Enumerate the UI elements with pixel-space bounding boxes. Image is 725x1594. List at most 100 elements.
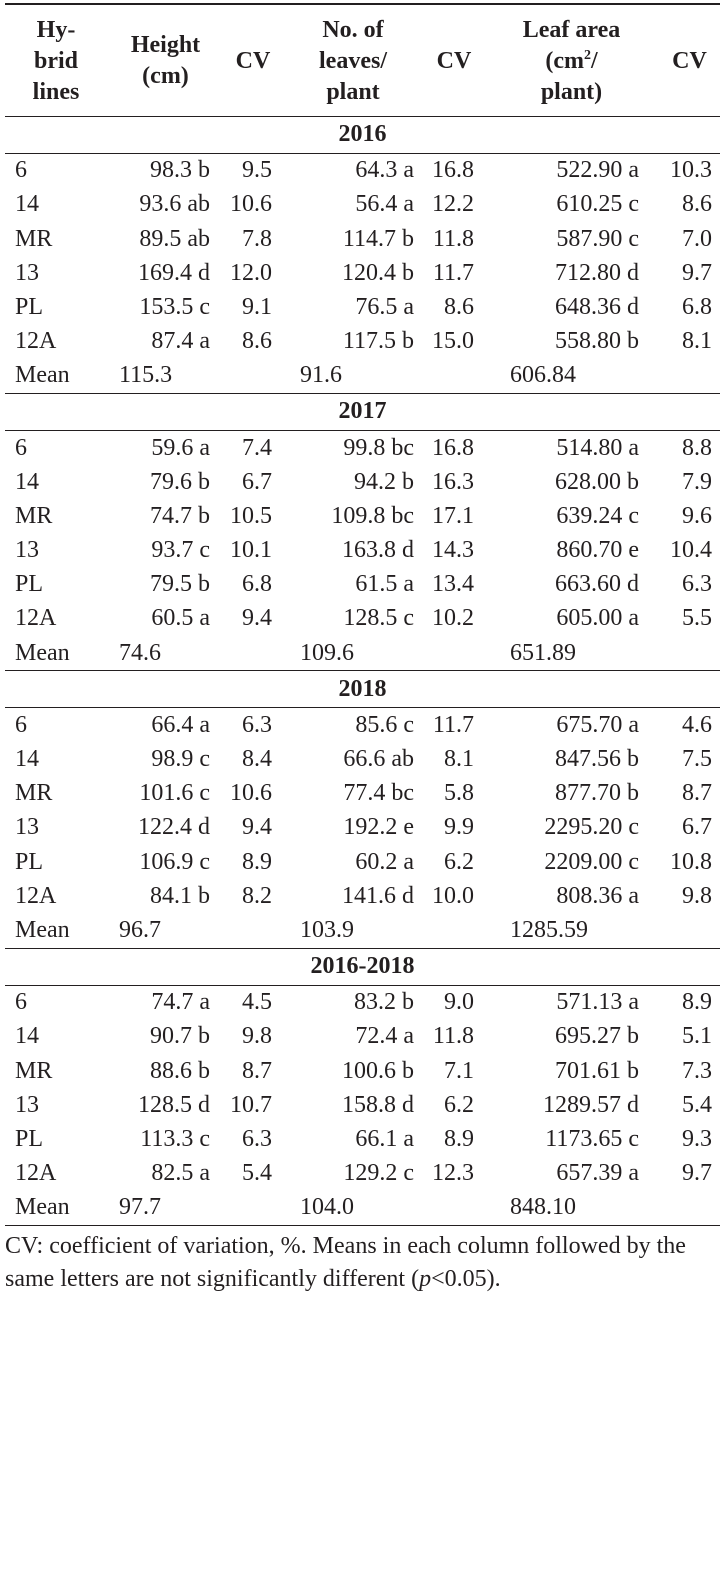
header-leaves: No. of leaves/ plant [282, 4, 424, 117]
cell-height: 98.3 b [150, 157, 210, 184]
cell-cv-height: 6.3 [242, 711, 272, 738]
cell-cv-height: 10.7 [230, 1091, 272, 1118]
cell-cv-leaves: 5.8 [444, 780, 474, 807]
cell-leaves: 85.6 c [355, 711, 414, 738]
mean-row: Mean 97.7 104.0 848.10 [5, 1190, 720, 1226]
cell-cv-area: 4.6 [682, 711, 712, 738]
cell-cv-area: 8.9 [682, 989, 712, 1016]
cell-cv-height: 12.0 [230, 259, 272, 286]
mean-label: Mean [5, 358, 107, 394]
cell-leaf-area: 675.70 a [556, 711, 639, 738]
cell-cv-height: 9.1 [242, 293, 272, 320]
cell-cv-leaves: 11.8 [432, 225, 474, 252]
cell-leaf-area: 522.90 a [556, 157, 639, 184]
header-cv-area: CV [659, 4, 720, 117]
cell-cv-leaves: 14.3 [432, 537, 474, 564]
cell-cv-area: 7.3 [682, 1057, 712, 1084]
cell-leaves: 61.5 a [355, 571, 414, 598]
cell-height: 82.5 a [151, 1160, 210, 1187]
cell-leaves: 83.2 b [354, 989, 414, 1016]
top-rule [5, 3, 720, 5]
cell-cv-leaves: 10.2 [432, 605, 474, 632]
cell-cv-height: 8.4 [242, 746, 272, 772]
cell-cv-leaves: 8.9 [444, 1125, 474, 1152]
cell-hybrid-line: 12A [15, 1160, 57, 1187]
cell-hybrid-line: 13 [15, 814, 39, 841]
cell-leaves: 117.5 b [342, 328, 414, 355]
table-row: 12A 84.1 b 8.2 141.6 d 10.0 808.36 a 9.8 [5, 879, 720, 913]
cell-height: 60.5 a [151, 605, 210, 632]
cell-cv-height: 4.5 [242, 989, 272, 1016]
cell-leaves: 64.3 a [355, 157, 414, 184]
cell-leaves: 94.2 b [354, 468, 414, 495]
cell-cv-area: 6.7 [682, 814, 712, 841]
cell-cv-height: 9.5 [242, 157, 272, 184]
cell-leaves: 158.8 d [342, 1091, 414, 1118]
data-table: Hy- brid lines Height (cm) CV No. of lea… [5, 4, 720, 1226]
cell-leaf-area: 657.39 a [556, 1160, 639, 1187]
cell-height: 59.6 a [151, 434, 210, 461]
cell-height: 169.4 d [138, 259, 210, 286]
table-row: MR 88.6 b 8.7 100.6 b 7.1 701.61 b 7.3 [5, 1054, 720, 1088]
cell-cv-height: 5.4 [242, 1160, 272, 1187]
cell-height: 79.6 b [150, 468, 210, 495]
cell-cv-height: 9.8 [242, 1023, 272, 1050]
cell-cv-leaves: 17.1 [432, 502, 474, 529]
cell-hybrid-line: 14 [15, 191, 39, 218]
cell-cv-area: 8.7 [682, 780, 712, 807]
cell-cv-area: 9.8 [682, 882, 712, 909]
cell-cv-height: 8.7 [242, 1057, 272, 1084]
mean-leaf-area: 848.10 [484, 1190, 720, 1226]
table-row: MR 101.6 c 10.6 77.4 bc 5.8 877.70 b 8.7 [5, 777, 720, 811]
header-row: Hy- brid lines Height (cm) CV No. of lea… [5, 4, 720, 117]
cell-leaf-area: 2295.20 c [544, 814, 639, 841]
cell-hybrid-line: MR [15, 1057, 53, 1084]
cell-height: 101.6 c [139, 780, 210, 807]
cell-hybrid-line: 6 [15, 434, 27, 461]
cell-leaf-area: 877.70 b [555, 780, 639, 807]
mean-leaves: 109.6 [282, 636, 484, 672]
cell-leaves: 66.1 a [355, 1125, 414, 1152]
cell-hybrid-line: 6 [15, 157, 27, 184]
year-row: 2017 [5, 393, 720, 431]
cell-cv-leaves: 16.3 [432, 468, 474, 495]
cell-leaves: 72.4 a [355, 1023, 414, 1050]
cell-height: 90.7 b [150, 1023, 210, 1050]
cell-cv-area: 9.7 [682, 259, 712, 286]
cell-cv-leaves: 13.4 [432, 571, 474, 598]
cell-cv-leaves: 11.8 [432, 1023, 474, 1050]
cell-leaves: 60.2 a [355, 848, 414, 875]
cell-cv-leaves: 15.0 [432, 328, 474, 355]
cell-cv-height: 10.1 [230, 537, 272, 564]
table-row: 6 59.6 a 7.4 99.8 bc 16.8 514.80 a 8.8 [5, 430, 720, 465]
cell-cv-height: 8.2 [242, 882, 272, 909]
cell-height: 88.6 b [150, 1057, 210, 1084]
cell-cv-leaves: 9.9 [444, 814, 474, 841]
year-row: 2016 [5, 116, 720, 154]
cell-hybrid-line: 12A [15, 605, 57, 632]
cell-height: 74.7 a [151, 989, 210, 1016]
cell-leaf-area: 514.80 a [556, 434, 639, 461]
cell-cv-leaves: 6.2 [444, 1091, 474, 1118]
mean-height: 74.6 [107, 636, 282, 672]
cell-height: 84.1 b [150, 882, 210, 909]
cell-cv-leaves: 8.6 [444, 293, 474, 320]
cell-leaves: 192.2 e [343, 814, 414, 841]
mean-row: Mean 115.3 91.6 606.84 [5, 358, 720, 394]
cell-leaf-area: 648.36 d [555, 293, 639, 320]
cell-height: 122.4 d [138, 814, 210, 841]
cell-leaf-area: 558.80 b [555, 328, 639, 355]
cell-height: 93.7 c [151, 537, 210, 564]
cell-hybrid-line: 6 [15, 711, 27, 738]
cell-cv-area: 5.5 [682, 605, 712, 632]
cell-leaves: 100.6 b [342, 1057, 414, 1084]
cell-height: 66.4 a [151, 711, 210, 738]
cell-cv-area: 7.0 [682, 225, 712, 252]
cell-hybrid-line: 12A [15, 882, 57, 909]
cell-leaf-area: 1173.65 c [545, 1125, 639, 1152]
table-row: 14 98.9 c 8.4 66.6 ab 8.1 847.56 b 7.5 [5, 742, 720, 776]
cell-hybrid-line: PL [15, 293, 44, 320]
cell-cv-leaves: 16.8 [432, 434, 474, 461]
cell-cv-height: 6.7 [242, 468, 272, 495]
cell-height: 93.6 ab [139, 191, 210, 218]
